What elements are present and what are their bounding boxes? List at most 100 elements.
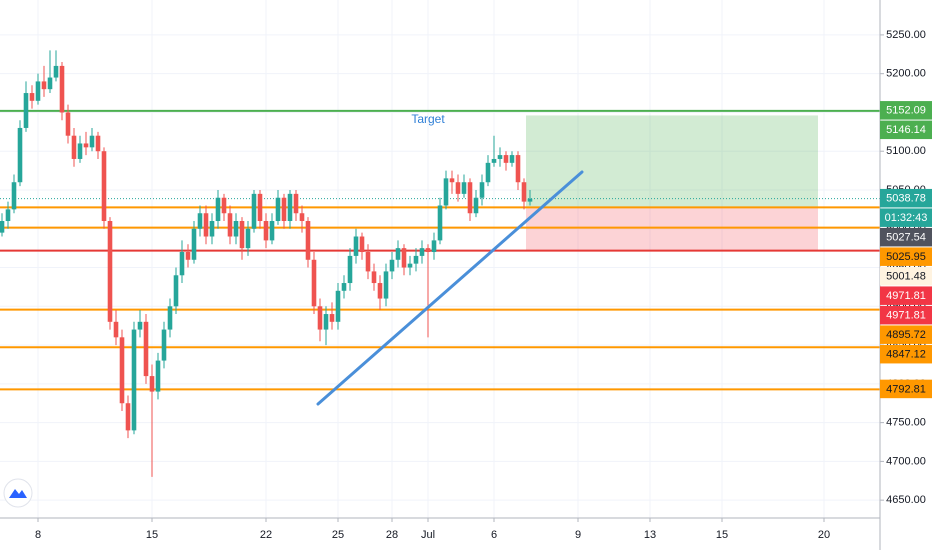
- candle: [413, 248, 419, 272]
- candle: [101, 147, 107, 229]
- candle-body: [275, 197, 281, 222]
- candle: [389, 252, 395, 280]
- candle-body: [383, 271, 389, 299]
- price-label: 5001.48: [886, 271, 926, 283]
- price-label-box: [880, 379, 932, 399]
- levels: [0, 109, 880, 391]
- candle-body: [341, 283, 347, 291]
- candle-body: [443, 178, 449, 206]
- candle-body: [233, 221, 239, 237]
- candle: [293, 189, 299, 222]
- candle-body: [491, 158, 497, 163]
- candle-body: [161, 329, 167, 361]
- candle-body: [197, 213, 203, 229]
- candle: [41, 65, 47, 97]
- candle-body: [11, 182, 17, 210]
- x-tick-label: 6: [491, 529, 497, 541]
- price-label: 4971.81: [886, 290, 926, 302]
- candle-body: [95, 135, 101, 152]
- candle-body: [83, 143, 89, 148]
- candle-body: [113, 321, 119, 338]
- price-label-box: [880, 344, 932, 364]
- candle-body: [5, 209, 11, 222]
- x-tick-label: 20: [818, 529, 830, 541]
- candle-body: [119, 337, 125, 404]
- candle: [485, 155, 491, 187]
- y-tick-label: 4750.00: [886, 417, 926, 429]
- candle-body: [71, 135, 77, 159]
- trend-line[interactable]: [316, 170, 584, 406]
- y-tick-label: 5200.00: [886, 68, 926, 80]
- candle: [473, 189, 479, 218]
- candle: [239, 217, 245, 260]
- candle: [407, 255, 413, 276]
- candle: [5, 201, 11, 229]
- price-label: 5025.95: [886, 251, 926, 263]
- candle: [227, 205, 233, 245]
- candle-body: [377, 283, 383, 299]
- candle: [269, 213, 275, 245]
- candle-body: [239, 221, 245, 249]
- candle-body: [29, 93, 35, 101]
- candle: [383, 263, 389, 307]
- candle: [305, 217, 311, 268]
- candle-body: [215, 197, 221, 222]
- price-label-box: [880, 227, 932, 247]
- price-label-box: [880, 305, 932, 325]
- candle: [125, 395, 131, 439]
- candle-body: [167, 306, 173, 330]
- candle: [281, 193, 287, 229]
- candle: [287, 189, 293, 229]
- candle-body: [515, 155, 521, 183]
- candle-body: [461, 182, 467, 194]
- candle: [497, 147, 503, 167]
- candle: [503, 151, 509, 171]
- candle: [263, 213, 269, 249]
- candle-body: [41, 81, 47, 90]
- candle-body: [347, 255, 353, 284]
- candle: [341, 275, 347, 299]
- candle: [455, 174, 461, 202]
- countdown-label: 01:32:43: [885, 212, 928, 224]
- candle-body: [317, 306, 323, 330]
- logo[interactable]: [3, 478, 33, 508]
- candle: [419, 240, 425, 264]
- candle-body: [437, 205, 443, 241]
- candle-body: [503, 155, 509, 163]
- candle-body: [17, 127, 23, 183]
- candle: [89, 127, 95, 152]
- candle-body: [287, 193, 293, 222]
- candle: [173, 267, 179, 315]
- candle-body: [497, 155, 503, 159]
- candle-body: [323, 314, 329, 330]
- price-label-box: [880, 188, 932, 208]
- candle-body: [59, 65, 65, 113]
- candle: [395, 240, 401, 268]
- candle-body: [365, 252, 371, 272]
- price-label-box: [880, 101, 932, 120]
- candle: [71, 127, 77, 167]
- candle: [107, 217, 113, 330]
- candle: [95, 131, 101, 159]
- candle: [401, 244, 407, 276]
- candle-body: [251, 193, 257, 229]
- candle: [461, 174, 467, 198]
- candle: [83, 131, 89, 156]
- price-label: 4792.81: [886, 383, 926, 395]
- candle: [167, 298, 173, 338]
- candle-body: [329, 314, 335, 322]
- candle-body: [425, 248, 431, 253]
- candle: [335, 283, 341, 330]
- candle: [479, 174, 485, 206]
- candle-body: [179, 252, 185, 276]
- candle-body: [65, 112, 71, 136]
- candle: [365, 244, 371, 280]
- candle-body: [89, 135, 95, 148]
- candle: [131, 321, 137, 435]
- candle-body: [419, 248, 425, 256]
- candle-body: [389, 259, 395, 272]
- candle: [29, 85, 35, 109]
- countdown-label-box: [880, 208, 932, 227]
